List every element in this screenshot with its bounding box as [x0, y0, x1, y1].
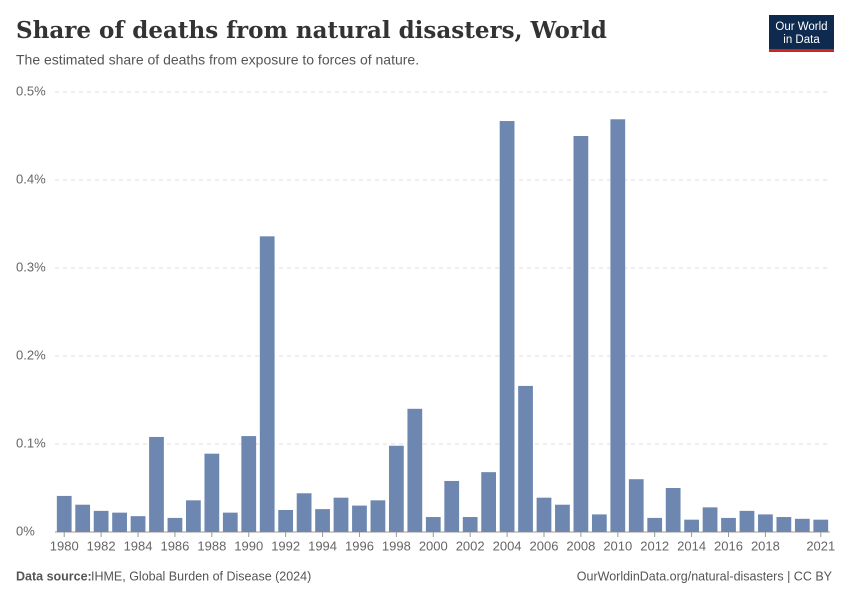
bar	[758, 514, 773, 532]
x-tick-label: 2010	[603, 538, 632, 553]
x-tick-label: 1996	[345, 538, 374, 553]
x-tick-label: 2008	[566, 538, 595, 553]
bar	[241, 436, 257, 532]
bar	[167, 517, 183, 532]
y-tick-label: 0.3%	[16, 259, 46, 274]
bar	[75, 504, 91, 532]
bar	[462, 517, 478, 532]
x-tick-label: 2002	[456, 538, 485, 553]
bar	[555, 504, 570, 532]
x-tick-label: 2000	[419, 538, 448, 553]
bar	[130, 516, 146, 532]
bar	[647, 517, 663, 532]
x-tick-label: 1998	[382, 538, 411, 553]
bar	[425, 517, 441, 532]
x-tick-label: 1984	[124, 538, 153, 553]
logo-text: in Data	[783, 34, 820, 46]
y-tick-label: 0.1%	[16, 435, 46, 450]
x-tick-label: 2004	[493, 538, 522, 553]
bar	[278, 510, 294, 532]
bar	[610, 119, 626, 532]
bar	[222, 512, 238, 532]
x-tick-label: 1992	[271, 538, 300, 553]
bar	[721, 517, 736, 532]
logo-stripe	[769, 49, 834, 52]
bar	[296, 493, 312, 532]
y-tick-label: 0.2%	[16, 347, 46, 362]
x-tick-label: 2014	[677, 538, 706, 553]
bar	[93, 510, 109, 532]
source: IHME, Global Burden of Disease (2024)	[91, 569, 311, 583]
logo-box[interactable]	[769, 15, 834, 52]
bar	[684, 519, 699, 532]
bar	[794, 518, 810, 532]
x-tick-label: 1990	[234, 538, 263, 553]
y-tick-label: 0.5%	[16, 83, 46, 98]
bar	[444, 480, 460, 532]
bar	[204, 453, 220, 532]
bar	[481, 472, 497, 532]
x-tick-label: 1982	[87, 538, 116, 553]
bar	[315, 509, 330, 532]
bar	[333, 497, 349, 532]
chart-title: Share of deaths from natural disasters, …	[16, 17, 607, 44]
bar	[56, 495, 72, 532]
x-tick-label: 1980	[50, 538, 79, 553]
bar	[407, 408, 423, 532]
source-label: Data source:	[16, 569, 92, 583]
logo-text: Our World	[775, 21, 827, 33]
x-tick-label: 2006	[530, 538, 559, 553]
bar	[388, 445, 404, 532]
bar	[591, 514, 607, 532]
bar	[518, 385, 533, 532]
bar	[499, 121, 515, 532]
bar	[536, 497, 552, 532]
bar	[813, 519, 829, 532]
y-tick-label: 0%	[16, 523, 35, 538]
x-tick-label: 2016	[714, 538, 743, 553]
bar	[665, 488, 681, 532]
bar	[573, 136, 589, 532]
bar	[259, 236, 275, 532]
x-tick-label: 2018	[751, 538, 780, 553]
x-tick-label: 2021	[806, 538, 835, 553]
x-tick-label: 1994	[308, 538, 337, 553]
bar	[776, 517, 792, 532]
bar	[739, 510, 755, 532]
y-tick-label: 0.4%	[16, 171, 46, 186]
bar	[352, 505, 367, 532]
bar	[149, 436, 164, 532]
bar	[186, 500, 201, 532]
bar	[702, 507, 718, 532]
x-tick-label: 2012	[640, 538, 669, 553]
url[interactable]: OurWorldinData.org/natural-disasters | C…	[577, 569, 833, 583]
x-tick-label: 1986	[160, 538, 189, 553]
bar	[628, 479, 644, 532]
x-tick-label: 1988	[197, 538, 226, 553]
bar	[112, 512, 127, 532]
chart-subtitle: The estimated share of deaths from expos…	[16, 52, 419, 68]
bar	[370, 500, 386, 532]
